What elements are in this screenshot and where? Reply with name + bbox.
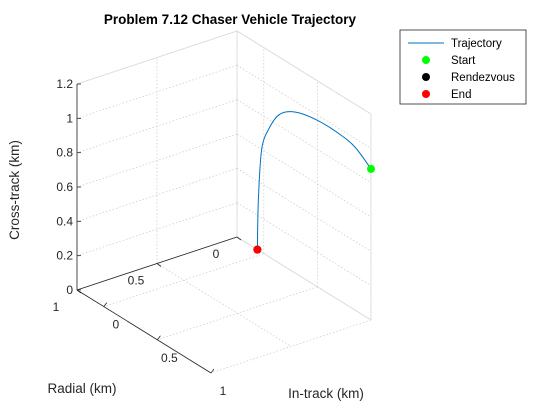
box-edge-4 [76,30,238,85]
gridline-floor-y-1 [156,263,292,347]
y-axis-label: Radial (km) [47,381,116,396]
marker-end [253,245,262,254]
legend-swatch-1 [422,56,430,64]
x-axis-line [76,289,212,374]
z-tick-label-5: 1 [66,111,73,125]
trajectory-line [256,111,372,250]
x-tick-label-0: 0 [112,318,119,332]
y-tick-0 [236,236,242,241]
gridline-side-z-2 [76,168,238,222]
y-tick-2 [76,289,82,294]
z-tick-label-2: 0.4 [56,214,73,228]
legend-entries: Trajectory Start Rendezvous End [408,38,515,101]
x-tick-2 [210,368,215,374]
marker-start [367,164,375,173]
gridline-back-z-4 [236,99,372,183]
grid-layer [76,30,372,374]
y-tick-label-2: 1 [53,300,60,314]
y-tick-label-0: 0 [213,247,220,261]
gridline-side-z-1 [76,202,238,256]
series-layer [253,111,375,254]
gridline-back-z-3 [236,133,372,218]
z-tick-label-1: 0.2 [56,249,73,263]
z-tick-label-4: 0.8 [56,146,73,160]
x-tick-1 [157,335,161,341]
gridline-back-z-5 [236,65,372,149]
x-tick-0 [103,302,108,307]
legend-label-3: End [451,89,471,101]
z-tick-label-6: 1.2 [56,77,73,91]
z-tick-label-0: 0 [66,283,73,297]
legend-label-0: Trajectory [451,38,502,50]
x-axis-label: In-track (km) [288,386,364,401]
legend-swatch-3 [422,90,430,98]
z-axis-label: Cross-track (km) [7,140,22,240]
y-tick-label-1: 0.5 [128,274,145,288]
z-tick-label-3: 0.6 [56,180,73,194]
legend-label-1: Start [451,55,476,67]
legend-box [399,29,527,105]
x-tick-label-2: 1 [220,384,227,398]
legend: Trajectory Start Rendezvous End [399,29,527,105]
legend-label-2: Rendezvous [451,72,515,84]
y-tick-1 [156,263,162,267]
legend-swatch-2 [422,73,430,81]
axes-layer [76,30,372,374]
x-tick-label-1: 0.5 [161,351,178,365]
box-edge-3 [236,30,372,115]
chart-title: Problem 7.12 Chaser Vehicle Trajectory [104,12,357,27]
